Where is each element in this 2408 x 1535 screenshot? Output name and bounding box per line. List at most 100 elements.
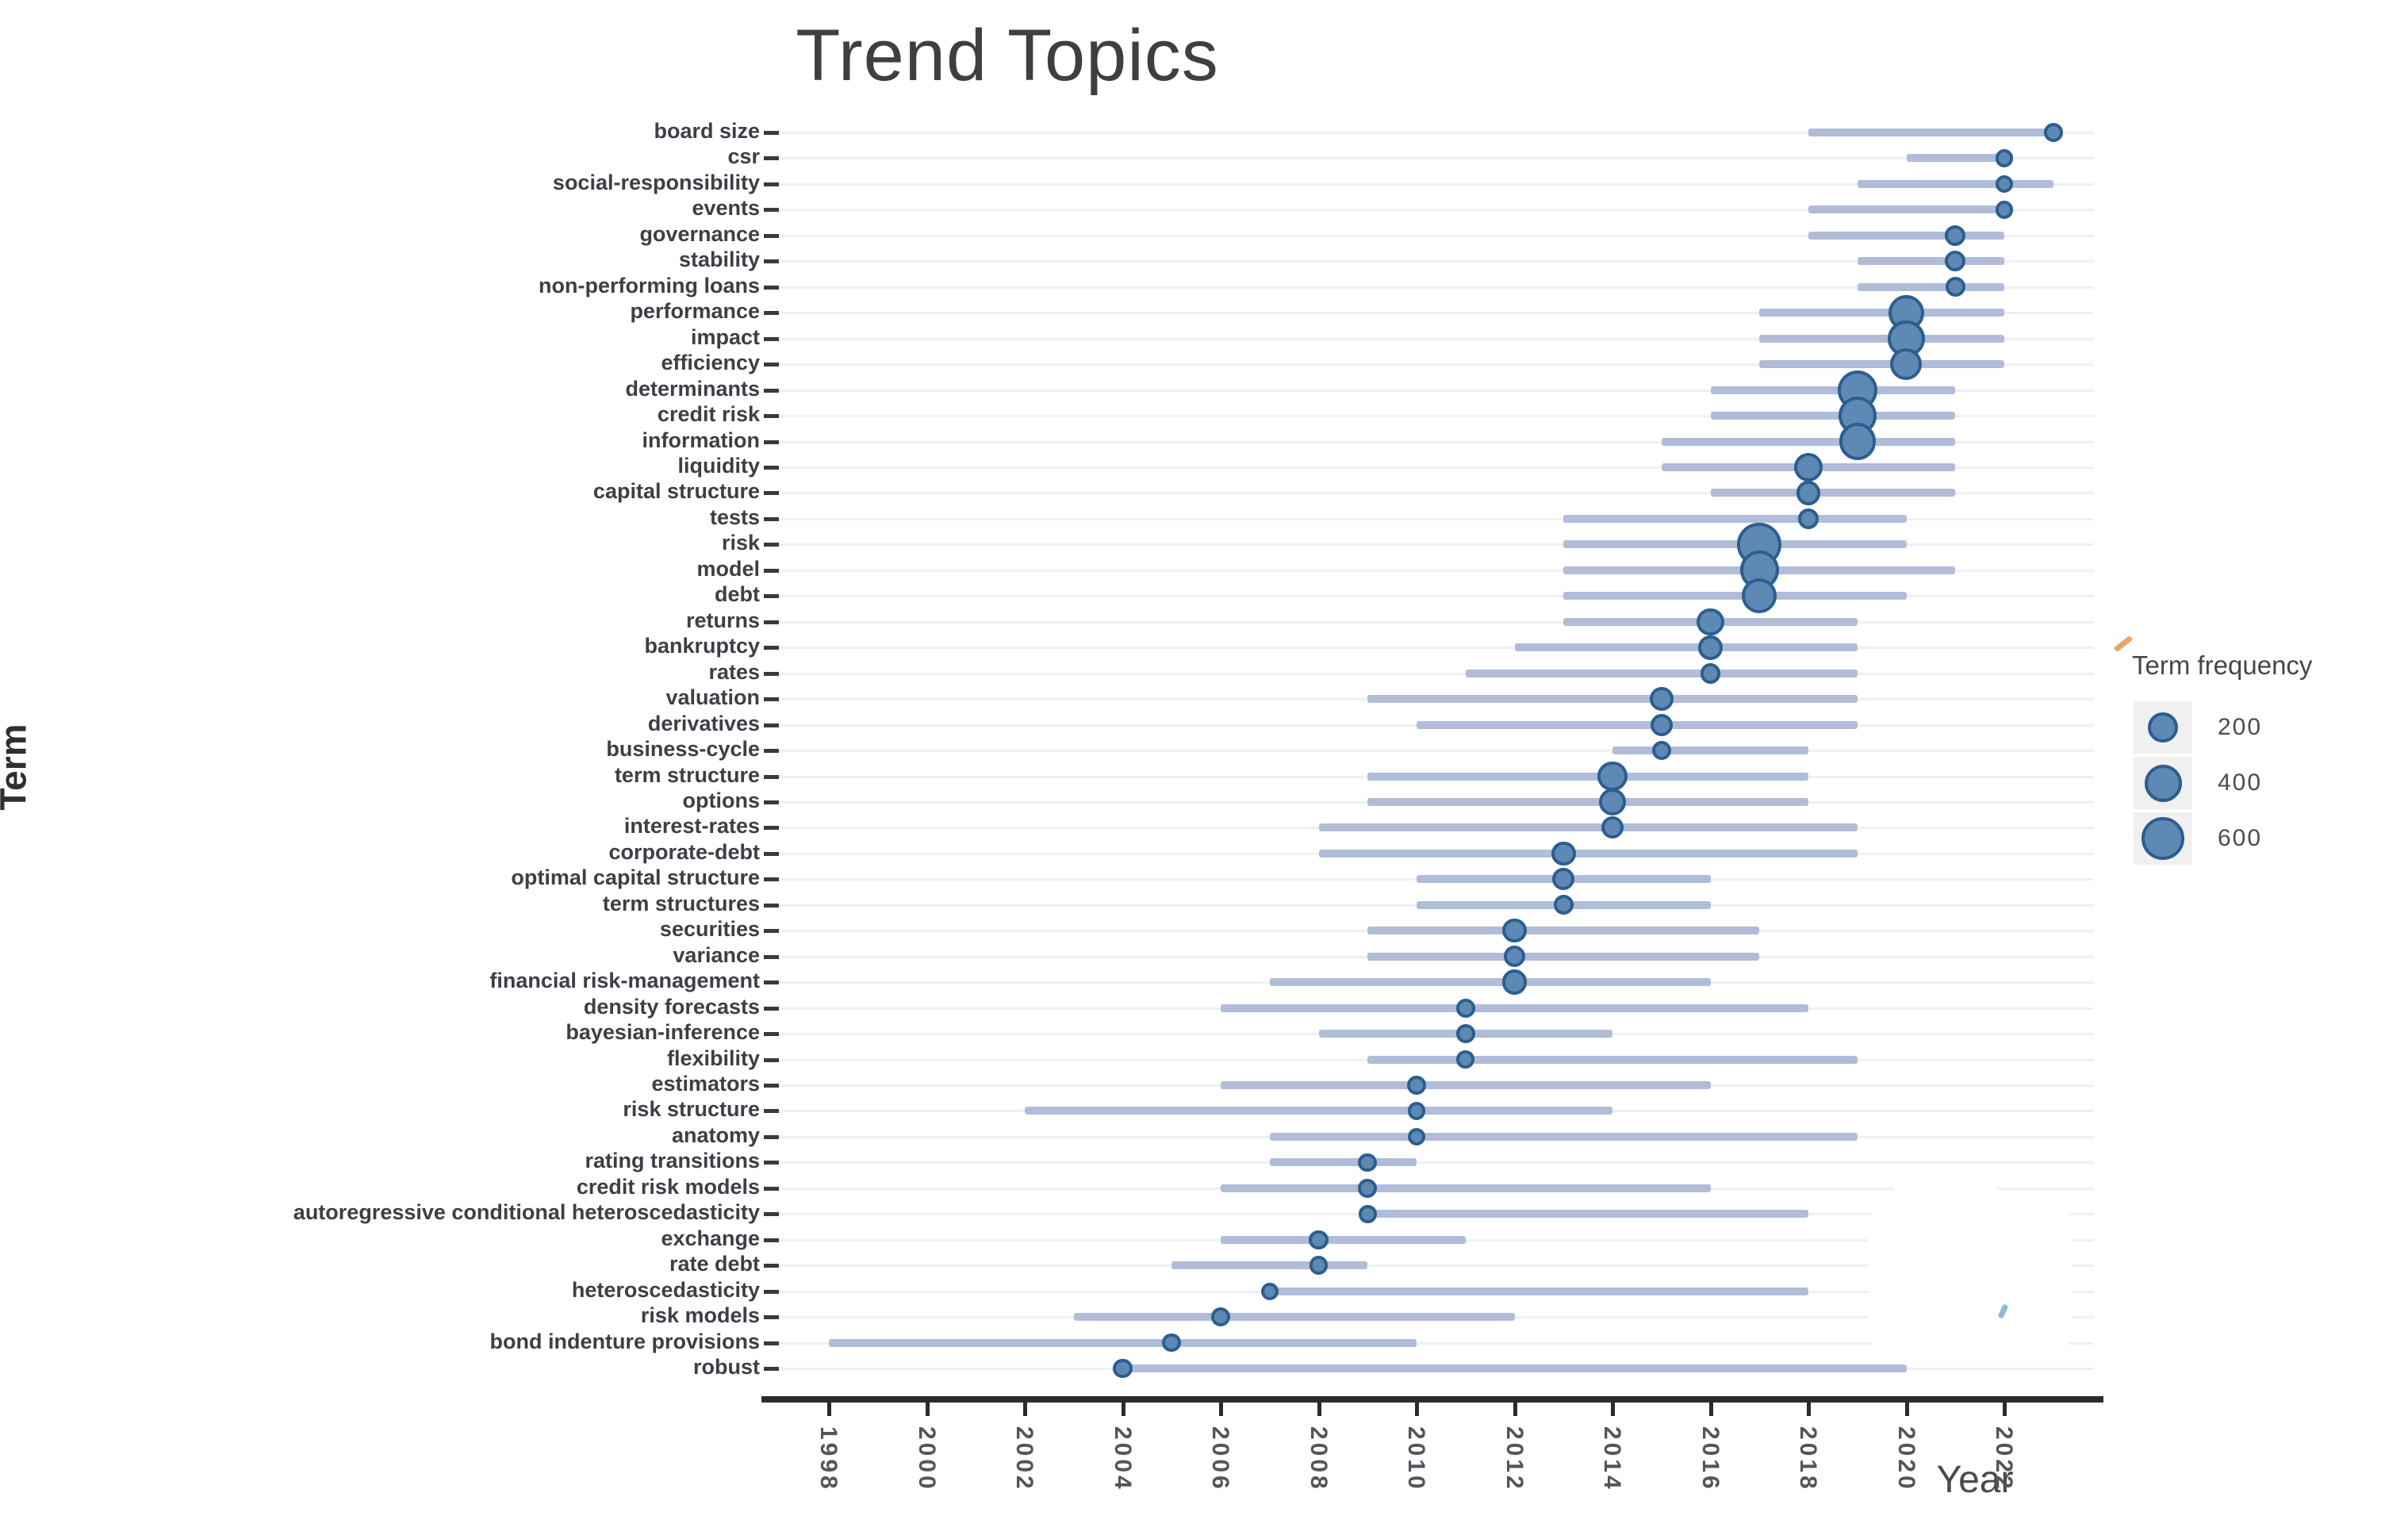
term-dot — [1551, 841, 1576, 866]
trend-range-line — [1710, 412, 1956, 420]
y-tick — [764, 208, 779, 213]
y-tick-label-term: efficiency — [661, 351, 760, 375]
x-tick — [2003, 1403, 2007, 1416]
x-tick-label-year: 2022 — [1991, 1426, 2017, 1492]
trend-range-line — [1221, 1004, 1808, 1012]
term-dot — [1309, 1230, 1329, 1250]
gridline — [768, 157, 2094, 160]
term-dot — [1407, 1076, 1426, 1095]
y-tick — [764, 1315, 779, 1320]
term-dot — [1698, 635, 1723, 660]
y-tick-label-term: risk models — [640, 1303, 760, 1328]
term-dot — [1798, 508, 1819, 529]
legend-title: Term frequency — [2132, 650, 2313, 680]
y-tick-label-term: credit risk — [657, 402, 760, 427]
term-dot — [1651, 740, 1671, 761]
y-tick-label-term: liquidity — [677, 453, 761, 478]
y-tick-label-term: term structure — [614, 762, 760, 787]
y-tick-label-term: heteroscedasticity — [571, 1277, 760, 1302]
term-dot — [1945, 224, 1966, 247]
term-dot — [1742, 578, 1777, 614]
trend-range-line — [1661, 437, 1956, 446]
trend-range-line — [1269, 1158, 1417, 1167]
y-tick — [764, 671, 779, 676]
y-tick — [764, 1238, 779, 1242]
trend-range-line — [1857, 282, 2004, 291]
y-tick — [764, 1264, 779, 1268]
trend-range-line — [1417, 720, 1858, 729]
trend-range-line — [1514, 643, 1858, 652]
legend-items: 200 400 600 — [2132, 701, 2402, 865]
gridline — [768, 260, 2094, 263]
term-dot — [1455, 1024, 1475, 1043]
x-tick — [1415, 1403, 1419, 1416]
trend-range-line — [1269, 1287, 1808, 1295]
y-tick — [764, 800, 779, 804]
y-tick — [764, 131, 779, 135]
term-dot — [1945, 277, 1965, 297]
term-dot — [2043, 123, 2063, 142]
gridline — [768, 440, 2094, 443]
y-tick-label-term: tests — [709, 505, 760, 529]
y-tick-label-term: rate debt — [669, 1252, 760, 1276]
trend-range-line — [1269, 1132, 1858, 1141]
y-tick — [764, 774, 779, 779]
gridline — [768, 1161, 2094, 1165]
y-tick-label-term: returns — [685, 608, 760, 632]
y-tick-label-term: risk structure — [623, 1097, 760, 1122]
term-dot — [1455, 998, 1475, 1018]
x-tick-label-year: 2018 — [1795, 1426, 1821, 1492]
term-dot — [1597, 761, 1628, 792]
trend-range-line — [1710, 386, 1956, 394]
x-axis-line — [761, 1396, 2103, 1403]
y-tick — [764, 1134, 779, 1139]
y-tick-label-term: optimal capital structure — [511, 865, 760, 890]
trend-range-line — [1367, 952, 1760, 961]
legend-size-label: 400 — [2218, 769, 2263, 796]
y-tick — [764, 259, 779, 264]
y-tick — [764, 903, 779, 908]
term-dot — [1796, 481, 1821, 505]
y-tick — [764, 620, 779, 624]
y-tick-label-term: robust — [693, 1355, 760, 1380]
y-tick-label-term: bayesian-inference — [566, 1020, 760, 1045]
gridline — [768, 415, 2094, 418]
term-dot — [1697, 608, 1724, 635]
term-dot — [1501, 969, 1528, 995]
trend-range-line — [1808, 129, 2053, 136]
x-tick-label-year: 2016 — [1697, 1426, 1724, 1492]
y-tick — [764, 1186, 779, 1191]
y-tick-label-term: rating transitions — [585, 1149, 760, 1173]
legend-bubble-icon — [2142, 817, 2184, 860]
term-dot — [1945, 251, 1966, 272]
y-tick-label-term: risk — [721, 531, 760, 555]
y-tick — [764, 851, 779, 856]
y-tick — [764, 1109, 779, 1114]
term-dot — [1210, 1307, 1231, 1327]
x-tick — [827, 1403, 831, 1416]
trend-range-line — [1221, 1184, 1711, 1192]
y-tick-label-term: financial risk-management — [489, 969, 760, 993]
term-dot — [1650, 713, 1673, 736]
y-tick-label-term: csr — [727, 144, 760, 169]
trend-range-line — [1563, 514, 1907, 523]
y-tick-label-term: bond indenture provisions — [489, 1329, 760, 1353]
x-tick — [1317, 1403, 1321, 1416]
trend-range-line — [1563, 540, 1907, 549]
term-dot — [1995, 175, 2013, 193]
plot-panel — [761, 111, 2103, 1403]
trend-range-line — [1318, 849, 1858, 858]
trend-range-line — [1367, 927, 1760, 935]
y-tick — [764, 543, 779, 547]
y-tick-label-term: options — [682, 788, 760, 812]
x-tick — [1513, 1403, 1517, 1416]
trend-range-line — [1367, 695, 1858, 704]
y-tick — [764, 954, 779, 959]
x-tick — [1219, 1403, 1223, 1416]
x-tick — [925, 1403, 930, 1416]
y-tick-label-term: interest-rates — [623, 814, 760, 838]
trend-range-line — [1367, 1055, 1858, 1064]
term-dot — [1260, 1282, 1279, 1300]
whiteout-artifact — [1869, 1195, 2072, 1358]
x-tick — [1708, 1403, 1713, 1416]
